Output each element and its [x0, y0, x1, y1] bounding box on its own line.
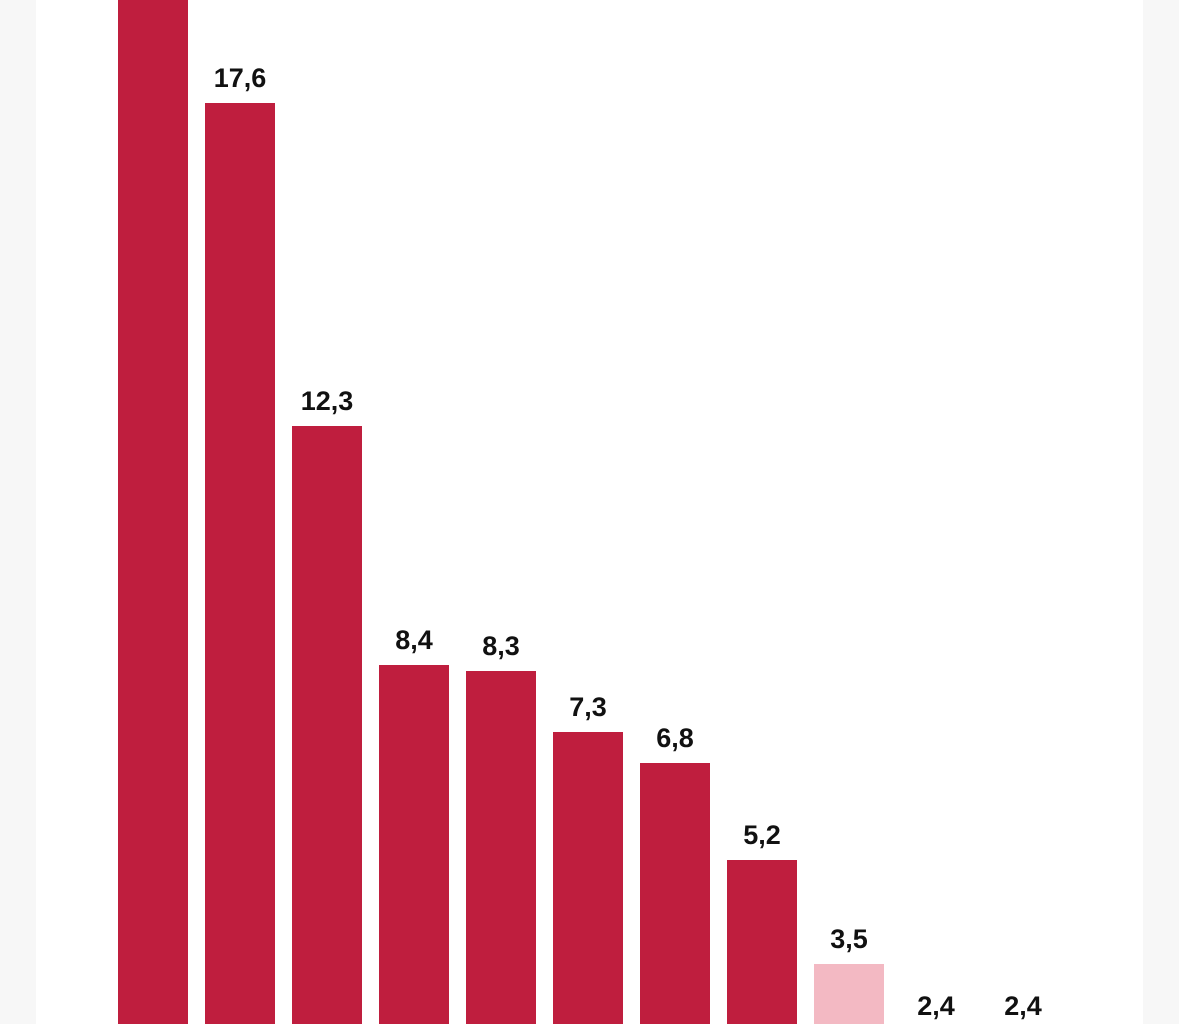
bar — [205, 102, 275, 1024]
bar-value-label: 6,8 — [656, 722, 694, 753]
bar-value-label: 2,4 — [1004, 991, 1042, 1022]
bar — [640, 762, 710, 1024]
bar-value-label: 12,3 — [300, 386, 354, 417]
bar-value-label: 17,6 — [213, 62, 267, 93]
bar — [466, 670, 536, 1024]
bar-value-label: 5,2 — [743, 820, 781, 851]
bar-value-label: 3,5 — [830, 924, 868, 955]
bar — [814, 964, 884, 1024]
bar — [118, 0, 188, 1024]
left-page-gutter — [0, 0, 36, 1024]
bar — [292, 426, 362, 1024]
bar — [553, 731, 623, 1024]
bar-value-label: 2,4 — [917, 991, 955, 1022]
bar — [727, 860, 797, 1024]
bar — [379, 664, 449, 1024]
bar-value-label: 8,4 — [395, 624, 433, 655]
bar-value-label: 7,3 — [569, 691, 607, 722]
right-page-gutter — [1143, 0, 1179, 1024]
bar-value-label: 8,3 — [482, 630, 520, 661]
